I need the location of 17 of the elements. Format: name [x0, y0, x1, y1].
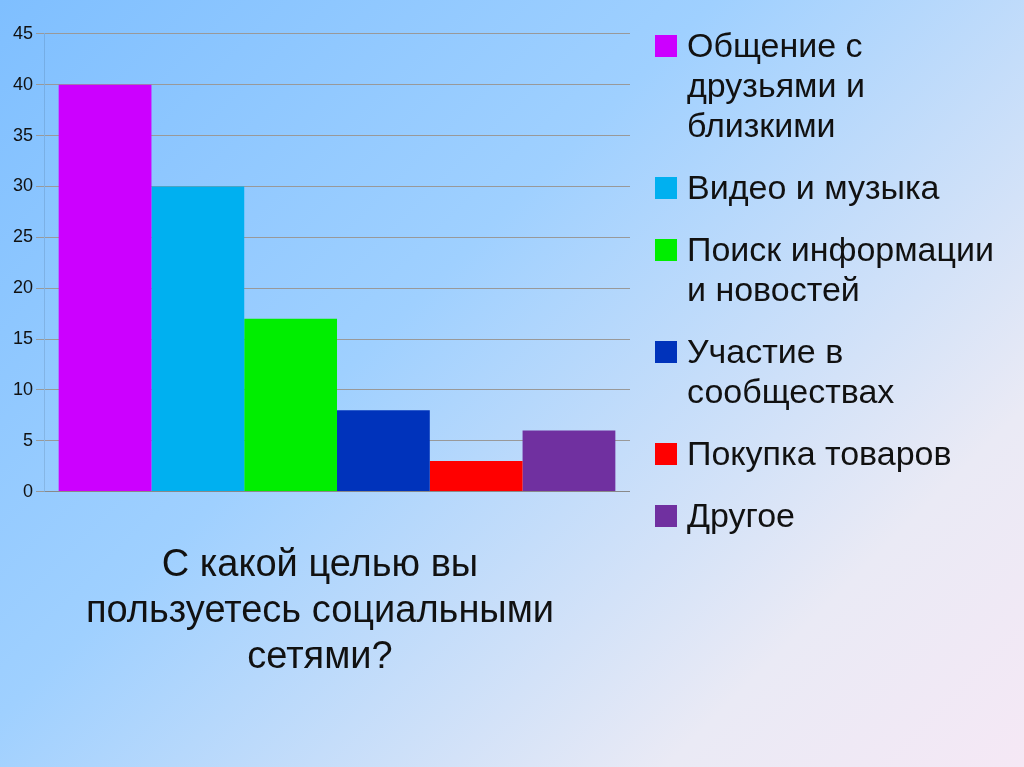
y-tick-label: 0 — [23, 480, 34, 501]
legend-label: Поиск информации и новостей — [687, 229, 995, 309]
y-tick-label: 5 — [23, 429, 34, 450]
y-tick-label: 15 — [12, 327, 34, 348]
y-tick-label: 35 — [12, 124, 34, 145]
y-tick-label: 25 — [12, 226, 34, 247]
y-tick-label: 10 — [12, 378, 34, 399]
legend-label: Участие в сообществах — [687, 331, 896, 411]
y-tick-label: 20 — [12, 277, 34, 298]
y-tick-label: 40 — [12, 73, 34, 94]
y-tick-label: 45 — [12, 22, 34, 43]
legend-label: Покупка товаров — [687, 433, 952, 473]
y-tick-label: 30 — [12, 175, 34, 196]
legend-label: Видео и музыка — [687, 167, 940, 207]
text: С какой целью вы пользуетесь социальными сетями? — [84, 541, 556, 678]
legend-label: Другое — [687, 495, 796, 535]
legend-label: Общение с друзьями и близкими — [687, 25, 866, 145]
